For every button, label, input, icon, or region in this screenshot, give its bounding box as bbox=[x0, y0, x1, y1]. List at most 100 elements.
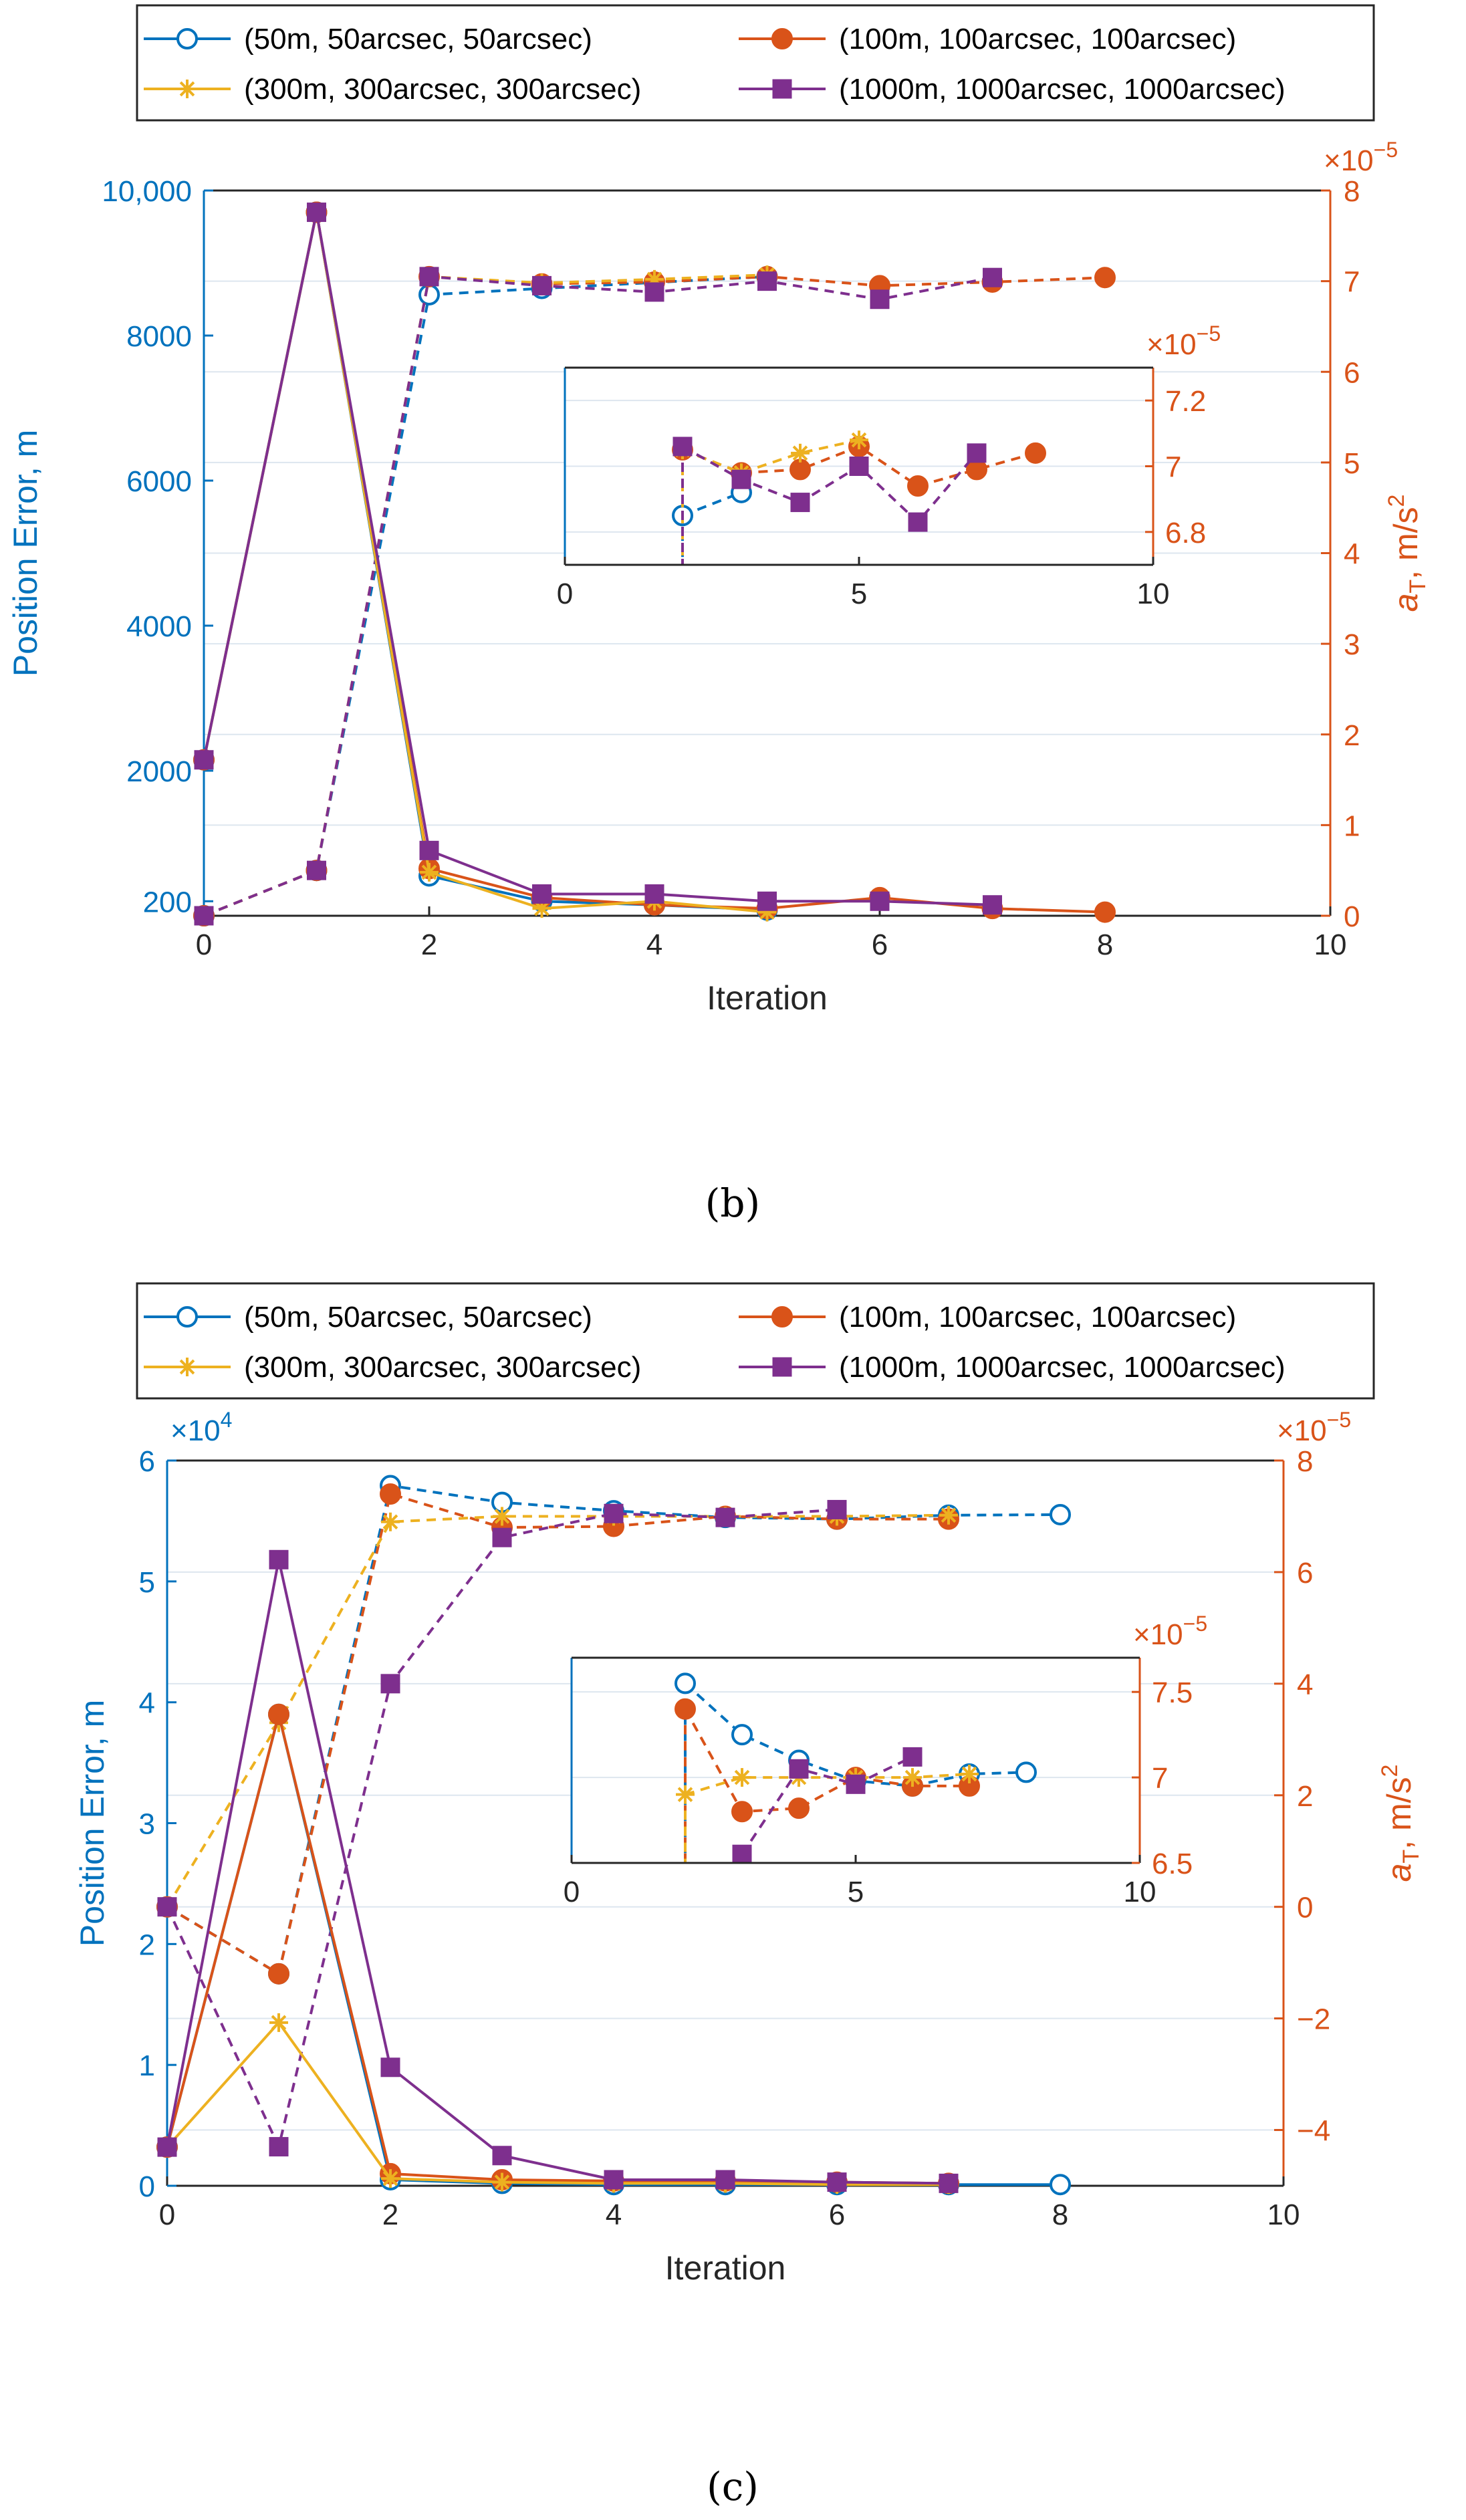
data-point-left-s300-stroke bbox=[421, 864, 437, 880]
legend-c: (50m, 50arcsec, 50arcsec) (100m, 100arcse… bbox=[136, 1282, 1375, 1400]
inset-multiplier-base: ×10 bbox=[1146, 328, 1197, 361]
inset-x-tick-label: 0 bbox=[557, 578, 573, 610]
legend-label-s1000: (1000m, 1000arcsec, 1000arcsec) bbox=[839, 1351, 1286, 1384]
y-left-tick-label: 200 bbox=[143, 886, 192, 918]
inset-data-point-s1000 bbox=[846, 1774, 866, 1794]
y-left-tick-label: 2 bbox=[139, 1928, 155, 1961]
series-left-line-s300 bbox=[166, 2020, 949, 2186]
legend-marker-s1000 bbox=[772, 1357, 792, 1377]
legend-marker-s300-stroke bbox=[179, 1359, 195, 1375]
chart-c: 0 2 4 6 8 10 Iteration 0 1 2 3 4 5 6 −4 −2 0 2 4 6 8 Position… bbox=[74, 1408, 1424, 2287]
legend-item-s100: (100m, 100arcsec, 100arcsec) bbox=[739, 1301, 1236, 1334]
legend-marker-s100 bbox=[771, 1306, 793, 1328]
legend-marker-s300 bbox=[178, 1358, 197, 1376]
x-tick-label: 2 bbox=[421, 928, 437, 961]
legend-marker-s50 bbox=[176, 1306, 198, 1328]
data-point-right-s50 bbox=[418, 283, 440, 305]
y-right-tick-label: 7 bbox=[1344, 266, 1360, 299]
y-right-multiplier-exp: −5 bbox=[1327, 1408, 1351, 1432]
inset-multiplier-exp: −5 bbox=[1197, 322, 1221, 346]
inset-data-point-s300 bbox=[850, 430, 868, 450]
y-left-tick-label: 4000 bbox=[126, 610, 192, 643]
inset-data-point-s1000 bbox=[790, 493, 810, 513]
legend-marker-s1000 bbox=[772, 79, 792, 99]
y-right-label-base: a bbox=[1387, 594, 1425, 612]
data-point-right-s1000 bbox=[532, 275, 552, 295]
inset-y-tick-label: 7 bbox=[1165, 451, 1181, 484]
x-tick-label: 10 bbox=[1267, 2198, 1300, 2231]
data-point-right-s1000 bbox=[827, 1499, 847, 1519]
y-right-label-sup: 2 bbox=[1384, 495, 1409, 507]
inset-data-point-s1000 bbox=[673, 436, 693, 457]
data-point-right-s1000 bbox=[194, 906, 214, 926]
x-tick-label: 0 bbox=[159, 2198, 175, 2231]
data-point-left-s300-stroke bbox=[534, 900, 549, 916]
data-point-left-s100 bbox=[268, 1703, 289, 1725]
y-left-tick-label: 5 bbox=[139, 1566, 155, 1599]
data-point-left-s1000 bbox=[870, 891, 890, 911]
inset-data-point-s300 bbox=[903, 1768, 922, 1787]
data-point-right-s1000 bbox=[715, 1507, 735, 1527]
data-point-right-s1000 bbox=[757, 271, 777, 291]
legend-marker-s50 bbox=[176, 28, 198, 49]
legend-box-b bbox=[136, 4, 1375, 122]
inset-data-point-s300-stroke bbox=[734, 1769, 750, 1785]
y-right-axis-label: aT, m/s2 bbox=[1384, 495, 1431, 612]
data-point-left-s1000 bbox=[194, 750, 214, 770]
y-right-label-sup: 2 bbox=[1377, 1765, 1402, 1777]
x-tick-label: 8 bbox=[1097, 928, 1113, 961]
data-point-left-s300 bbox=[269, 2013, 288, 2032]
x-tick-label: 0 bbox=[196, 928, 212, 961]
inset-data-point-s300-stroke bbox=[851, 432, 867, 448]
inset-line-s1000 bbox=[741, 1755, 913, 1856]
data-point-right-s1000 bbox=[419, 267, 439, 287]
inset-multiplier-exp: −5 bbox=[1183, 1612, 1207, 1636]
data-point-left-s1000 bbox=[644, 884, 664, 904]
legend-label-s100: (100m, 100arcsec, 100arcsec) bbox=[839, 1301, 1236, 1334]
inset-data-point-s100 bbox=[907, 475, 929, 497]
legend-box-c bbox=[136, 1282, 1375, 1400]
y-right-tick-label: 4 bbox=[1297, 1668, 1313, 1701]
x-tick-label: 6 bbox=[829, 2198, 845, 2231]
caption-b: (b) bbox=[705, 1180, 760, 1226]
inset-data-point-s1000 bbox=[731, 469, 751, 489]
legend-item-s100: (100m, 100arcsec, 100arcsec) bbox=[739, 23, 1236, 55]
y-left-tick-label: 10,000 bbox=[102, 175, 192, 208]
data-point-right-s300-stroke bbox=[382, 1514, 398, 1530]
inset-x-tick-label: 10 bbox=[1124, 1876, 1156, 1908]
data-point-left-s1000 bbox=[939, 2173, 959, 2193]
y-right-tick-label: 2 bbox=[1297, 1780, 1313, 1813]
y-left-tick-label: 2000 bbox=[126, 755, 192, 788]
inset-data-point-s300-stroke bbox=[961, 1766, 977, 1782]
legend-item-s50: (50m, 50arcsec, 50arcsec) bbox=[144, 23, 592, 55]
data-point-left-s300-stroke bbox=[382, 2170, 398, 2186]
data-point-right-s100 bbox=[380, 1483, 401, 1505]
inset-multiplier: ×10−5 bbox=[1133, 1612, 1207, 1651]
data-point-left-s1000 bbox=[757, 891, 777, 911]
data-point-left-s1000 bbox=[983, 895, 1002, 915]
y-right-tick-label: 0 bbox=[1297, 1892, 1313, 1924]
y-right-tick-label: 2 bbox=[1344, 719, 1360, 752]
inset-multiplier-base: ×10 bbox=[1133, 1618, 1183, 1651]
y-right-tick-label: 6 bbox=[1297, 1557, 1313, 1590]
y-left-tick-label: 6 bbox=[139, 1445, 155, 1478]
inset-x-tick-label: 5 bbox=[851, 578, 867, 610]
inset-data-point-s1000 bbox=[908, 512, 928, 532]
x-axis-label: Iteration bbox=[707, 979, 828, 1017]
data-point-left-s1000 bbox=[269, 1549, 289, 1569]
inset-data-point-s1000 bbox=[967, 443, 987, 463]
inset-series-s1000 bbox=[732, 1747, 923, 1863]
inset: 0 5 106.5 7 7.5 ×10−5 bbox=[564, 1612, 1207, 1908]
inset-x-tick-label: 0 bbox=[564, 1876, 580, 1908]
series-left-s1000 bbox=[157, 1549, 959, 2193]
y-right-tick-label: −2 bbox=[1297, 2003, 1330, 2036]
x-tick-label: 6 bbox=[872, 928, 888, 961]
series-left-line-s1000 bbox=[166, 1559, 949, 2185]
data-point-left-s300-stroke bbox=[271, 2015, 287, 2031]
y-right-tick-label: 8 bbox=[1344, 175, 1360, 208]
legend-item-s50: (50m, 50arcsec, 50arcsec) bbox=[144, 1301, 592, 1334]
data-point-right-s50 bbox=[1050, 1503, 1071, 1525]
x-tick-label: 4 bbox=[646, 928, 662, 961]
y-right-label-sub: T bbox=[1398, 1850, 1424, 1864]
